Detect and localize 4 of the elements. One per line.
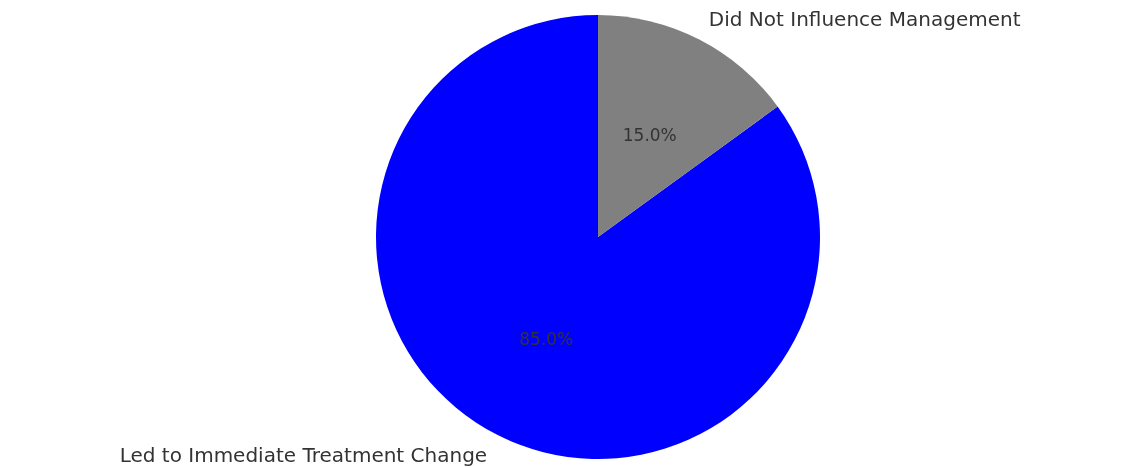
slice-label: Led to Immediate Treatment Change (119, 442, 488, 467)
data-label: 15.0% (622, 125, 677, 146)
slice-label: Did Not Influence Management (708, 7, 1021, 32)
data-label: 85.0% (519, 328, 574, 349)
